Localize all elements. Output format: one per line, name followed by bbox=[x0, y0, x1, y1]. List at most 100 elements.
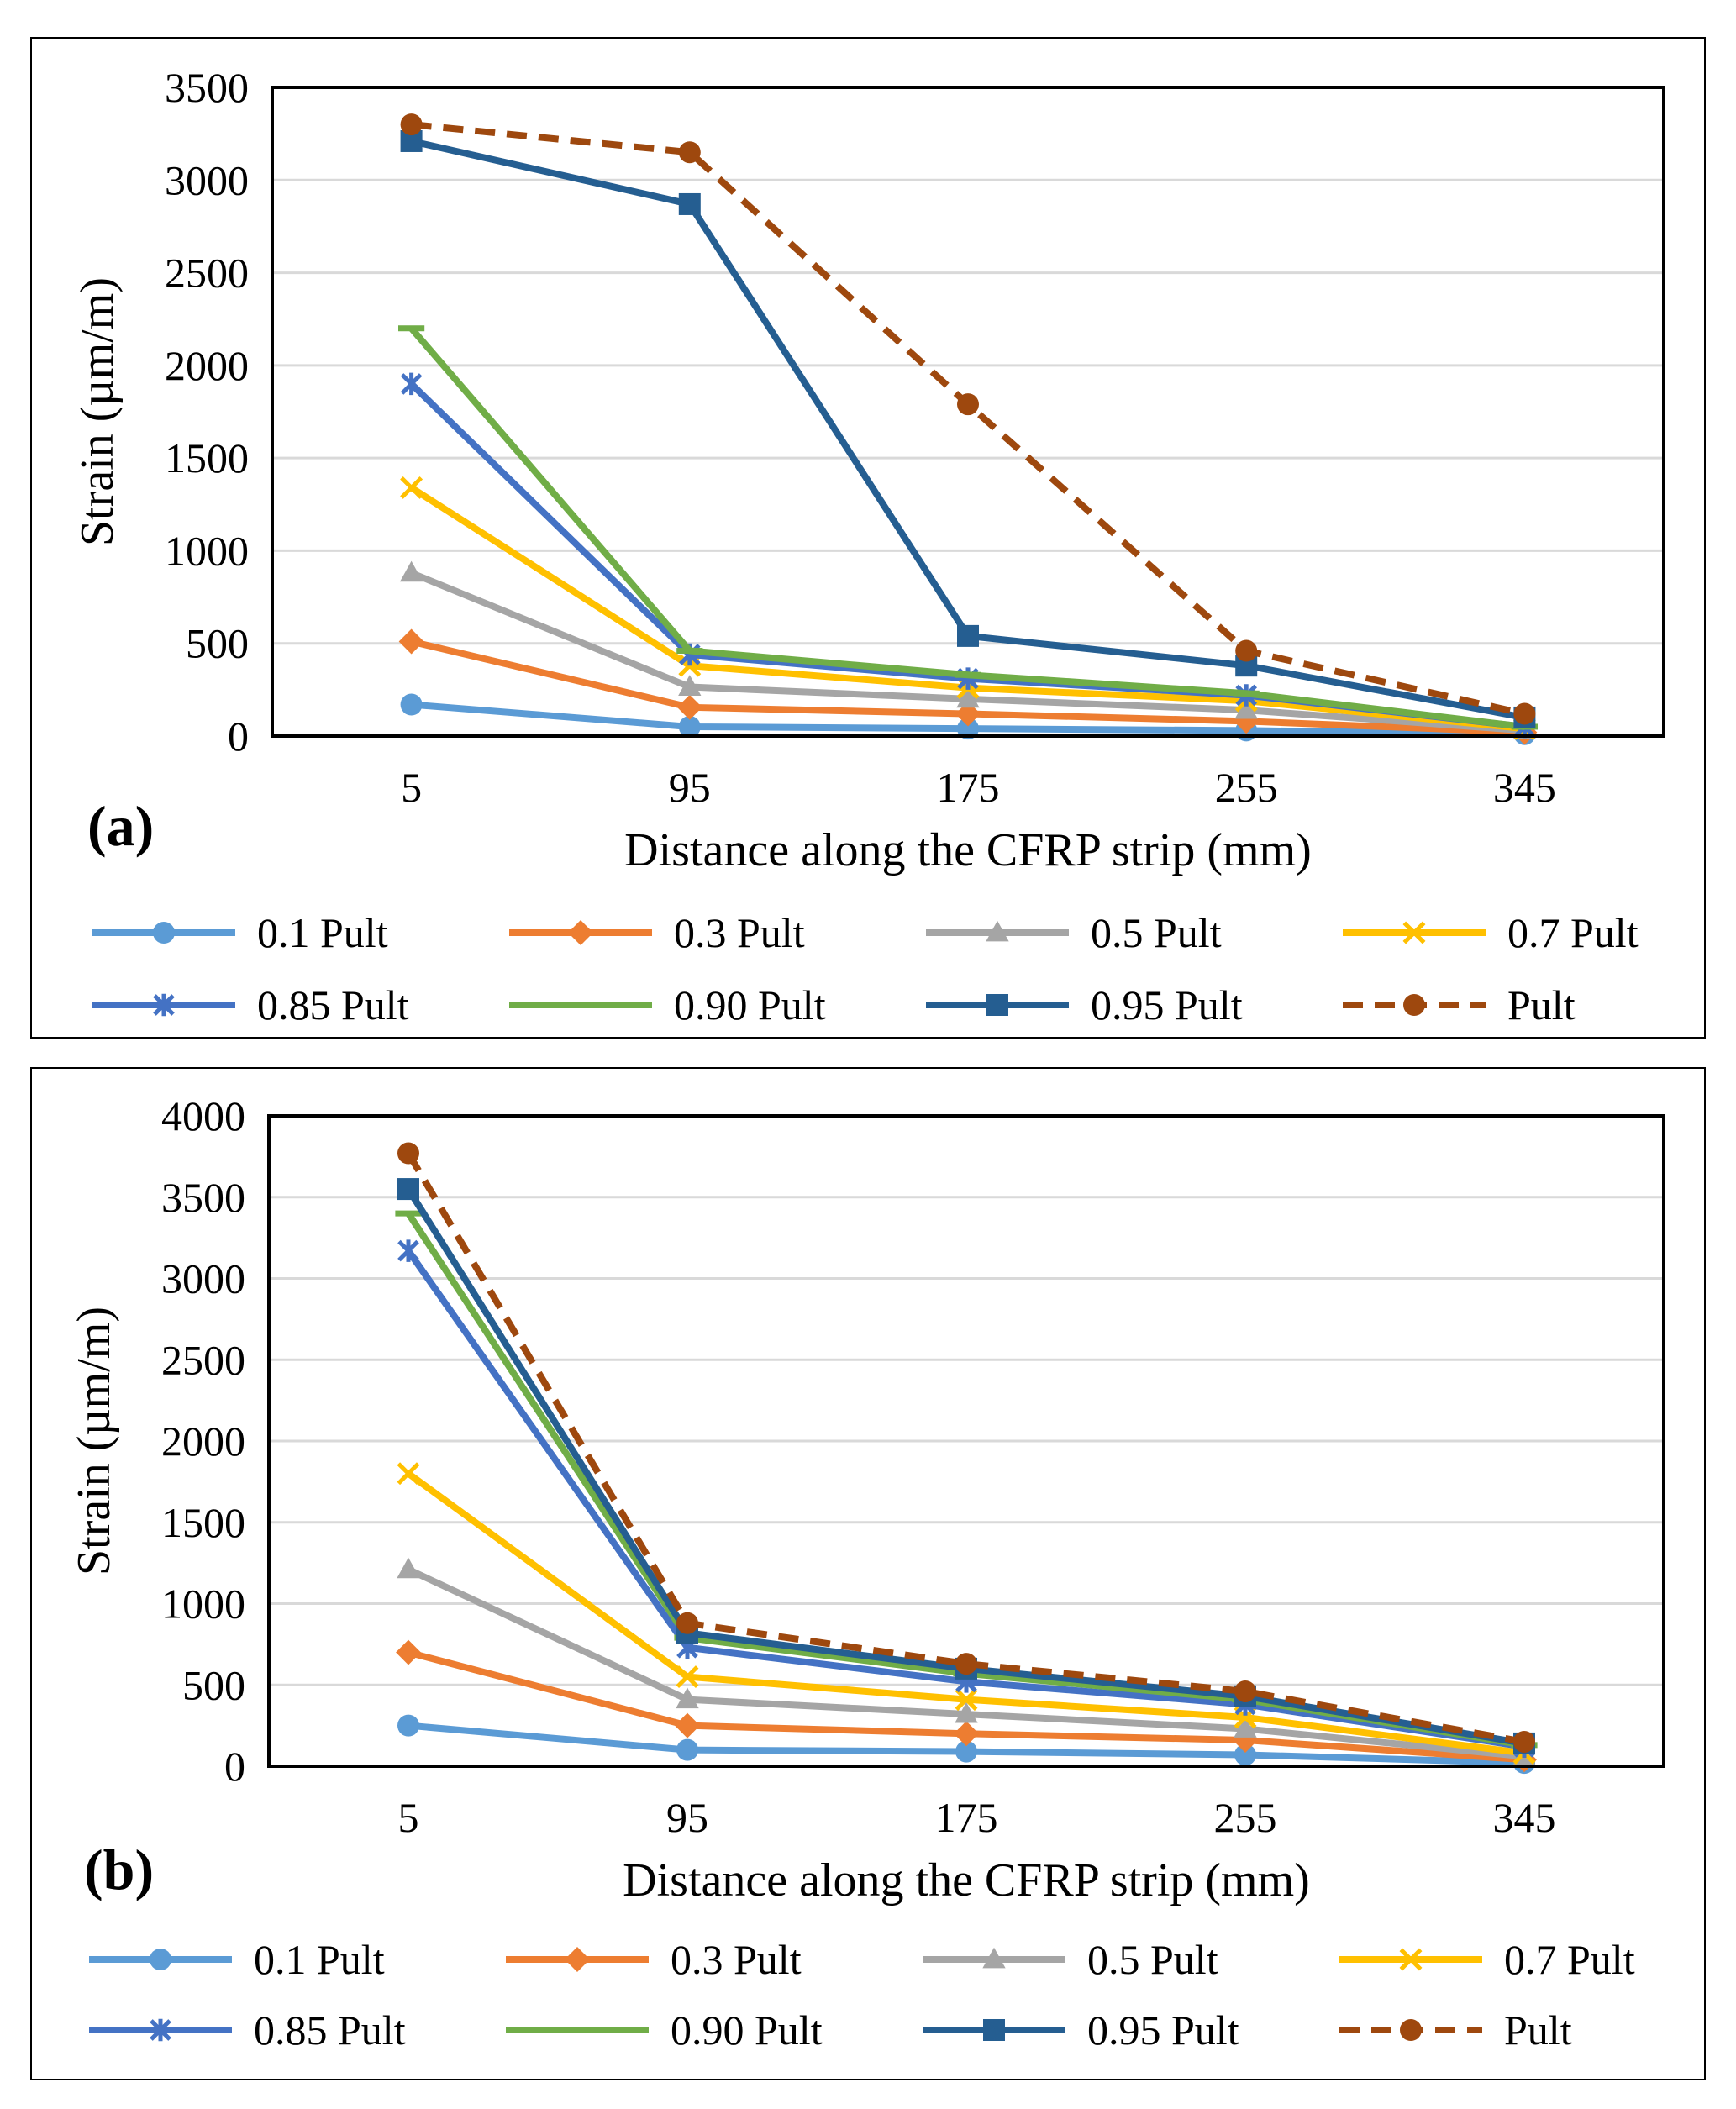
data-point bbox=[955, 671, 981, 678]
legend-marker bbox=[986, 920, 1009, 942]
legend-label: 0.90 Pult bbox=[674, 981, 826, 1028]
legend-label: 0.3 Pult bbox=[674, 909, 805, 956]
legend-item: Pult bbox=[1339, 2006, 1572, 2054]
data-point bbox=[955, 701, 981, 727]
data-point bbox=[397, 1178, 419, 1201]
data-point bbox=[676, 1665, 699, 1689]
legend-marker bbox=[982, 1947, 1006, 1969]
data-point bbox=[1234, 1717, 1257, 1738]
data-point bbox=[400, 372, 423, 396]
y-tick-label: 3000 bbox=[161, 1255, 245, 1302]
legend-marker bbox=[1403, 994, 1425, 1016]
legend-label: 0.1 Pult bbox=[254, 1936, 385, 1983]
legend-label: 0.5 Pult bbox=[1091, 909, 1222, 956]
legend-marker bbox=[1399, 1948, 1423, 1971]
x-tick-label: 175 bbox=[937, 764, 1000, 811]
y-tick-label: 500 bbox=[186, 620, 249, 667]
chart-panel-b: 0 500 1000 1500 2000 2500 3000 3500 4000 5 95 175 25… bbox=[30, 1067, 1706, 2080]
data-point bbox=[955, 1701, 978, 1723]
legend-item: Pult bbox=[1343, 981, 1576, 1028]
legend-label: 0.7 Pult bbox=[1504, 1936, 1635, 1983]
data-point bbox=[678, 192, 701, 215]
data-point bbox=[955, 1740, 977, 1763]
legend-label: 0.95 Pult bbox=[1087, 2006, 1239, 2054]
chart-b-svg: 0 500 1000 1500 2000 2500 3000 3500 4000 5 95 175 25… bbox=[68, 1092, 1665, 2054]
data-point bbox=[398, 325, 425, 332]
panel-label: (a) bbox=[87, 794, 154, 858]
legend-label: 0.85 Pult bbox=[254, 2006, 406, 2054]
legend-label: 0.85 Pult bbox=[257, 981, 409, 1028]
data-point bbox=[398, 628, 424, 655]
data-point bbox=[1234, 1680, 1256, 1702]
x-tick-label: 5 bbox=[401, 764, 422, 811]
data-point bbox=[1513, 702, 1536, 725]
y-tick-label: 1500 bbox=[161, 1499, 245, 1546]
data-point bbox=[395, 1210, 422, 1217]
x-tick-label: 345 bbox=[1493, 1794, 1556, 1841]
legend-item: 0.7 Pult bbox=[1339, 1936, 1635, 1983]
data-point bbox=[397, 1142, 419, 1165]
legend-marker bbox=[1400, 2019, 1422, 2041]
legend-label: 0.3 Pult bbox=[671, 1936, 802, 1983]
series-pult bbox=[400, 113, 1536, 725]
data-point bbox=[955, 1653, 977, 1675]
plot-area-frame bbox=[267, 1114, 1665, 1768]
y-tick-label: 1000 bbox=[165, 527, 249, 574]
data-point bbox=[399, 560, 423, 582]
data-point bbox=[678, 675, 702, 696]
series-line bbox=[405, 1151, 1525, 1745]
panel-label: (b) bbox=[84, 1838, 154, 1901]
data-point bbox=[956, 686, 980, 708]
chart-a-svg: 0 500 1000 1500 2000 2500 3000 3500 5 95 175 255 345… bbox=[71, 64, 1665, 1028]
x-tick-label: 95 bbox=[666, 1794, 708, 1841]
legend-marker bbox=[153, 993, 175, 1017]
x-axis-title: Distance along the CFRP strip (mm) bbox=[624, 824, 1312, 876]
y-tick-label: 500 bbox=[182, 1661, 245, 1708]
data-point bbox=[675, 1712, 700, 1738]
legend-item: 0.5 Pult bbox=[923, 1936, 1218, 1983]
x-tick-label: 345 bbox=[1493, 764, 1556, 811]
legend-marker bbox=[153, 922, 175, 944]
legend-item: 0.7 Pult bbox=[1343, 909, 1639, 956]
legend-marker bbox=[564, 2027, 591, 2033]
data-point bbox=[397, 1714, 419, 1737]
legend-marker bbox=[565, 1947, 590, 1972]
legend-item: 0.90 Pult bbox=[506, 2006, 823, 2054]
y-tick-label: 0 bbox=[224, 1743, 245, 1790]
x-tick-label: 255 bbox=[1214, 1794, 1277, 1841]
data-point bbox=[397, 1239, 419, 1262]
x-tick-label: 175 bbox=[935, 1794, 998, 1841]
chart-panel-a: 0 500 1000 1500 2000 2500 3000 3500 5 95 175 255 345… bbox=[30, 37, 1706, 1039]
y-tick-label: 0 bbox=[228, 713, 249, 760]
legend-label: Pult bbox=[1507, 981, 1576, 1028]
series-085-pult bbox=[397, 1239, 1535, 1759]
legend-label: 0.7 Pult bbox=[1507, 909, 1639, 956]
data-point bbox=[957, 393, 979, 416]
legend-label: Pult bbox=[1504, 2006, 1572, 2054]
series-pult bbox=[397, 1142, 1535, 1753]
data-point bbox=[1513, 1730, 1535, 1753]
y-axis-title: Strain (µm/m) bbox=[68, 1307, 120, 1575]
y-tick-label: 3500 bbox=[165, 64, 249, 111]
data-point bbox=[400, 113, 423, 136]
x-tick-label: 5 bbox=[398, 1794, 419, 1841]
legend-label: 0.1 Pult bbox=[257, 909, 388, 956]
data-point bbox=[1233, 690, 1260, 697]
data-point bbox=[957, 624, 979, 647]
x-axis-title: Distance along the CFRP strip (mm) bbox=[623, 1854, 1310, 1907]
legend-item: 0.85 Pult bbox=[92, 981, 409, 1028]
data-point bbox=[396, 1639, 421, 1665]
data-point bbox=[400, 476, 423, 499]
legend-item: 0.5 Pult bbox=[926, 909, 1222, 956]
data-point bbox=[676, 1738, 698, 1761]
y-tick-label: 3500 bbox=[161, 1174, 245, 1221]
legend-label: 0.90 Pult bbox=[671, 2006, 823, 2054]
series-line bbox=[408, 326, 1525, 730]
legend-marker bbox=[567, 1002, 594, 1008]
series-085-pult bbox=[400, 372, 1536, 739]
legend: 0.1 Pult 0.3 Pult 0.5 Pult 0.7 Pult 0.85 Pul… bbox=[92, 909, 1639, 1028]
legend-marker bbox=[150, 1949, 171, 1970]
legend-label: 0.95 Pult bbox=[1091, 981, 1243, 1028]
legend-marker bbox=[150, 2018, 171, 2042]
legend-marker bbox=[568, 920, 593, 945]
